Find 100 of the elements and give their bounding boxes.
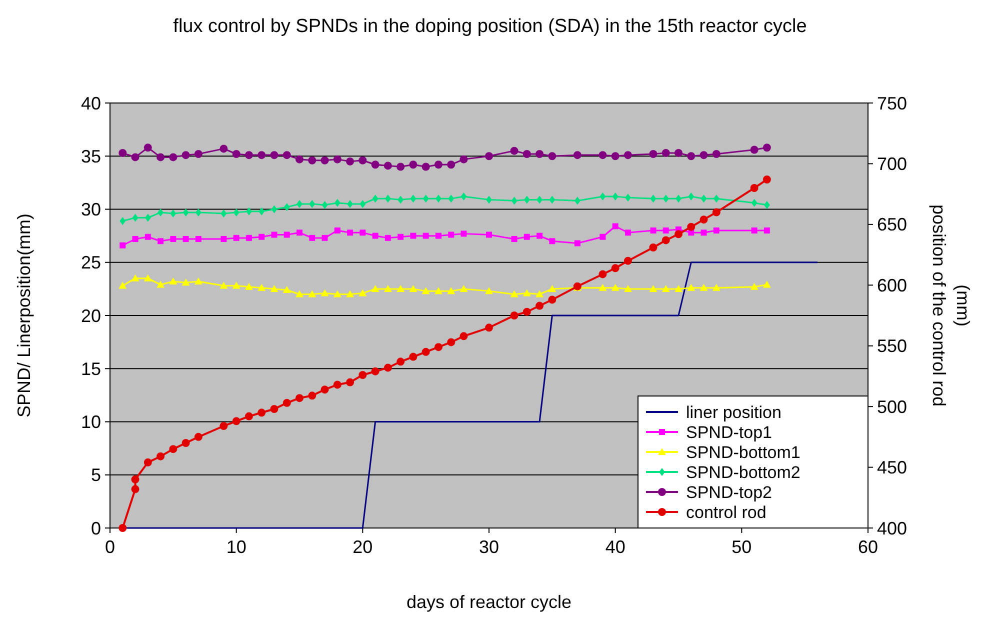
- point: [309, 234, 316, 241]
- point: [258, 151, 266, 160]
- y2-tick-label: 650: [877, 214, 908, 235]
- y2-tick-label: 550: [877, 336, 908, 356]
- x-tick-label: 40: [605, 537, 626, 557]
- point: [346, 378, 354, 386]
- point: [194, 432, 202, 441]
- point: [712, 284, 720, 291]
- point: [131, 485, 140, 494]
- point: [220, 210, 227, 218]
- point: [144, 458, 152, 466]
- point: [548, 284, 556, 292]
- point: [169, 153, 178, 162]
- point: [158, 208, 164, 216]
- point: [156, 452, 165, 460]
- point: [246, 234, 252, 241]
- point: [384, 364, 392, 372]
- point: [258, 207, 265, 216]
- point: [598, 284, 607, 291]
- point: [510, 290, 518, 298]
- point: [372, 232, 378, 239]
- point: [333, 155, 342, 164]
- point: [182, 236, 189, 242]
- legend-label: SPND-bottom2: [686, 462, 800, 482]
- point: [762, 176, 771, 184]
- point: [434, 287, 442, 294]
- point: [422, 232, 429, 239]
- point: [662, 194, 669, 203]
- point: [448, 232, 454, 238]
- x-tick-label: 50: [732, 537, 752, 557]
- point: [624, 256, 632, 265]
- point: [700, 151, 708, 160]
- point: [156, 280, 165, 288]
- point: [435, 194, 442, 203]
- point: [600, 234, 606, 240]
- point: [676, 194, 682, 203]
- point: [510, 146, 518, 155]
- point: [360, 230, 366, 236]
- point: [170, 210, 176, 218]
- point: [624, 284, 632, 292]
- point: [158, 238, 164, 244]
- point: [649, 284, 658, 292]
- point: [524, 234, 530, 240]
- point: [662, 284, 670, 292]
- point: [536, 196, 543, 204]
- point: [624, 230, 631, 236]
- point: [346, 157, 354, 166]
- point: [485, 324, 493, 332]
- point: [700, 284, 708, 291]
- point: [611, 284, 620, 291]
- point: [308, 392, 316, 400]
- point: [662, 236, 670, 244]
- point: [611, 264, 620, 272]
- legend-label: SPND-top1: [686, 422, 772, 442]
- y-tick-label: 15: [80, 358, 101, 379]
- point: [612, 192, 618, 200]
- point: [674, 230, 682, 238]
- point: [220, 144, 228, 153]
- point: [371, 160, 380, 169]
- point: [131, 153, 140, 162]
- point: [358, 156, 367, 164]
- point: [246, 207, 252, 216]
- point: [284, 203, 290, 212]
- y-tick-label: 0: [90, 518, 101, 538]
- point: [650, 194, 656, 203]
- point: [700, 216, 708, 224]
- point: [624, 194, 631, 202]
- x-tick-label: 60: [858, 537, 878, 557]
- point: [422, 194, 429, 203]
- point: [409, 160, 418, 169]
- y2-tick-label: 750: [877, 93, 908, 114]
- point: [460, 155, 468, 164]
- point: [574, 240, 580, 246]
- point: [447, 338, 456, 346]
- point: [687, 222, 696, 231]
- point: [662, 148, 670, 157]
- point: [536, 302, 544, 310]
- point: [751, 198, 758, 207]
- point: [600, 192, 606, 200]
- point: [510, 312, 518, 320]
- point: [410, 194, 416, 203]
- point: [271, 232, 278, 238]
- point: [358, 371, 367, 379]
- point: [574, 196, 580, 205]
- point: [751, 228, 758, 234]
- point: [282, 151, 291, 160]
- point: [598, 270, 607, 278]
- point: [712, 150, 720, 158]
- point: [296, 155, 304, 164]
- point: [372, 194, 378, 203]
- point: [536, 232, 543, 239]
- point: [688, 192, 694, 200]
- point: [384, 234, 391, 241]
- point: [118, 282, 127, 289]
- point: [764, 201, 770, 209]
- point: [384, 284, 392, 292]
- point: [764, 228, 770, 234]
- point: [220, 422, 228, 430]
- point: [334, 228, 340, 234]
- point: [522, 308, 531, 316]
